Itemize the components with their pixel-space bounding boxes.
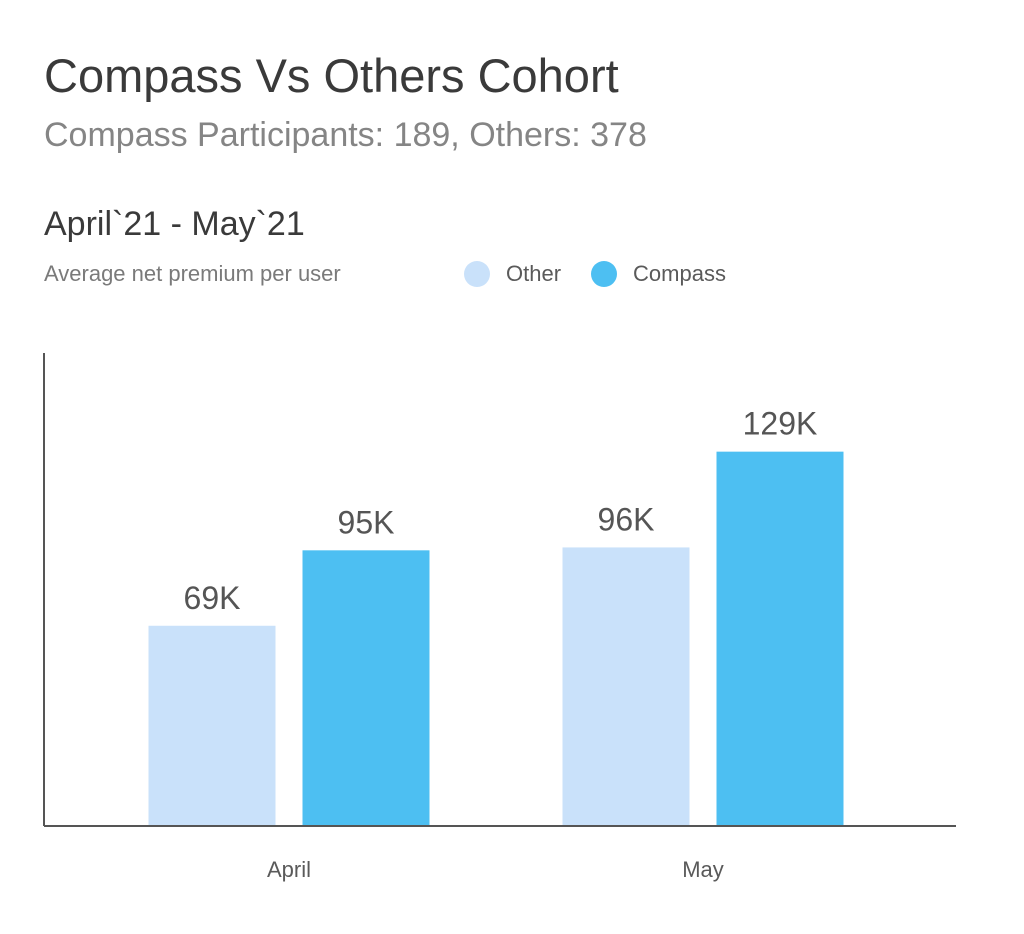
legend: Other Compass [464,260,756,288]
category-labels: April May [267,857,724,882]
legend-swatch-compass [591,261,618,287]
bar-value-label-other-may: 96K [598,501,655,537]
legend-item-compass: Compass [591,260,726,288]
bar-other-may [562,547,690,826]
bars [148,451,844,826]
metric-label: Average net premium per user [44,261,341,286]
legend-item-other: Other [464,260,561,288]
legend-swatch-other [464,261,490,287]
chart-title: Compass Vs Others Cohort [44,49,619,102]
legend-label-compass: Compass [633,261,726,286]
bar-value-labels: 69K 95K 96K 129K [184,406,818,616]
category-label-april: April [267,857,311,882]
date-range: April`21 - May`21 [44,205,305,243]
bar-value-label-compass-may: 129K [743,406,818,442]
bar-value-label-compass-april: 95K [338,504,395,540]
category-label-may: May [682,857,724,882]
bar-other-april [148,625,276,826]
bar-compass-april [302,550,430,826]
chart-subtitle: Compass Participants: 189, Others: 378 [44,116,647,154]
bar-value-label-other-april: 69K [184,580,241,616]
legend-label-other: Other [506,261,562,286]
bar-compass-may [716,451,844,826]
